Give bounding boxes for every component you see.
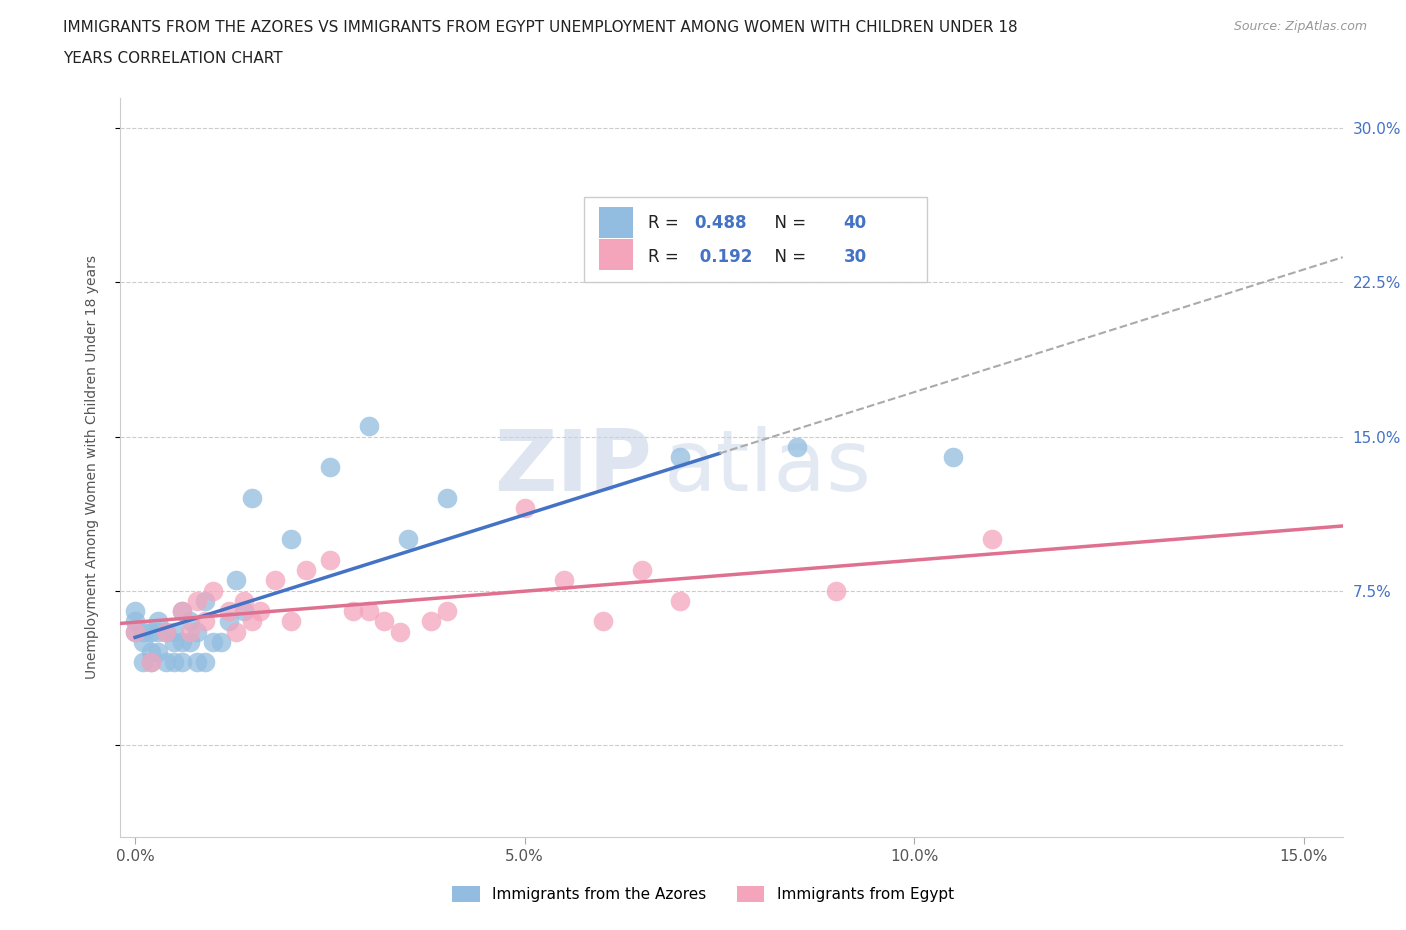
Point: [233, 593, 256, 608]
Point: [233, 604, 256, 618]
Point: [295, 563, 318, 578]
Point: [825, 583, 848, 598]
FancyBboxPatch shape: [585, 197, 927, 283]
Text: ZIP: ZIP: [494, 426, 651, 509]
Text: 0.488: 0.488: [695, 214, 747, 232]
Point: [139, 624, 162, 639]
Point: [396, 532, 419, 547]
Point: [148, 624, 170, 639]
Point: [155, 624, 177, 639]
Point: [420, 614, 443, 629]
Point: [553, 573, 575, 588]
Point: [155, 655, 177, 670]
Point: [942, 449, 965, 464]
Text: 40: 40: [844, 214, 866, 232]
Point: [280, 532, 302, 547]
Text: IMMIGRANTS FROM THE AZORES VS IMMIGRANTS FROM EGYPT UNEMPLOYMENT AMONG WOMEN WIT: IMMIGRANTS FROM THE AZORES VS IMMIGRANTS…: [63, 20, 1018, 35]
Point: [139, 655, 162, 670]
Point: [319, 460, 342, 474]
Point: [179, 624, 201, 639]
Point: [319, 552, 342, 567]
Point: [249, 604, 271, 618]
Point: [124, 614, 146, 629]
Point: [280, 614, 302, 629]
Point: [592, 614, 614, 629]
Point: [163, 624, 186, 639]
Text: 0.192: 0.192: [695, 248, 752, 266]
Point: [201, 583, 224, 598]
Point: [264, 573, 287, 588]
Point: [163, 634, 186, 649]
Point: [194, 593, 217, 608]
Text: atlas: atlas: [664, 426, 872, 509]
Bar: [599, 239, 633, 270]
Point: [373, 614, 395, 629]
Point: [357, 604, 380, 618]
Point: [132, 634, 155, 649]
Text: R =: R =: [648, 214, 683, 232]
Point: [163, 655, 186, 670]
Point: [132, 655, 155, 670]
Point: [981, 532, 1004, 547]
Point: [124, 624, 146, 639]
Point: [186, 624, 208, 639]
Point: [630, 563, 652, 578]
Point: [124, 624, 146, 639]
Text: R =: R =: [648, 248, 683, 266]
Point: [342, 604, 364, 618]
Point: [179, 614, 201, 629]
Point: [436, 604, 458, 618]
Point: [170, 604, 193, 618]
Point: [194, 614, 217, 629]
Bar: [599, 207, 633, 238]
Point: [139, 655, 162, 670]
Point: [139, 644, 162, 659]
Point: [218, 614, 240, 629]
Point: [194, 655, 217, 670]
Point: [148, 614, 170, 629]
Point: [132, 624, 155, 639]
Text: 30: 30: [844, 248, 866, 266]
Text: Source: ZipAtlas.com: Source: ZipAtlas.com: [1233, 20, 1367, 33]
Text: YEARS CORRELATION CHART: YEARS CORRELATION CHART: [63, 51, 283, 66]
Point: [179, 634, 201, 649]
Legend: Immigrants from the Azores, Immigrants from Egypt: Immigrants from the Azores, Immigrants f…: [446, 880, 960, 909]
Point: [669, 449, 692, 464]
Point: [786, 439, 808, 454]
Point: [155, 624, 177, 639]
Point: [225, 573, 247, 588]
Point: [388, 624, 411, 639]
Point: [240, 614, 263, 629]
Point: [209, 634, 232, 649]
Point: [170, 604, 193, 618]
Point: [240, 491, 263, 506]
Point: [225, 624, 247, 639]
Point: [436, 491, 458, 506]
Point: [513, 501, 536, 516]
Text: N =: N =: [763, 248, 811, 266]
Point: [186, 593, 208, 608]
Point: [124, 604, 146, 618]
Point: [201, 634, 224, 649]
Point: [186, 655, 208, 670]
Point: [170, 634, 193, 649]
Point: [170, 655, 193, 670]
Point: [148, 644, 170, 659]
Text: N =: N =: [763, 214, 811, 232]
Point: [218, 604, 240, 618]
Point: [669, 593, 692, 608]
Y-axis label: Unemployment Among Women with Children Under 18 years: Unemployment Among Women with Children U…: [84, 256, 98, 679]
Point: [357, 418, 380, 433]
